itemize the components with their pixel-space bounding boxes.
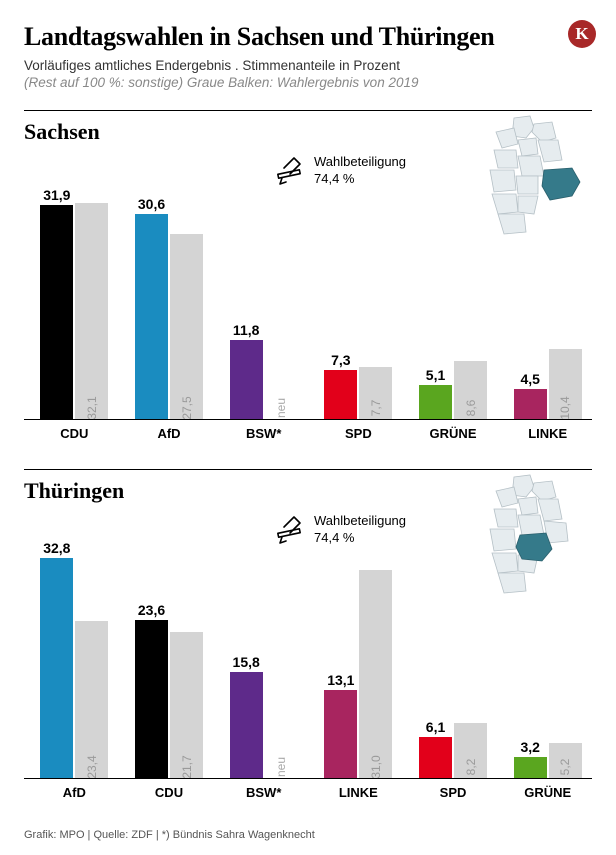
bar-previous: 32,1	[75, 203, 108, 419]
bar-previous: 5,2	[549, 743, 582, 778]
bar-group: 32,8 23,4	[30, 544, 119, 778]
bar-value-label: 6,1	[426, 719, 445, 735]
page-title: Landtagswahlen in Sachsen und Thüringen	[24, 22, 592, 52]
bar-current: 6,1	[419, 737, 452, 778]
bar-value-label: 11,8	[233, 322, 259, 338]
bar-previous: 8,2	[454, 723, 487, 778]
turnout-label: Wahlbeteiligung	[314, 154, 406, 171]
bar-current: 5,1	[419, 385, 452, 419]
party-label: LINKE	[503, 426, 592, 441]
bar-prev-label: neu	[274, 398, 288, 418]
page-subtitle-note: (Rest auf 100 %: sonstige) Graue Balken:…	[24, 75, 592, 90]
party-label: BSW*	[219, 426, 308, 441]
bar-value-label: 7,3	[331, 352, 350, 368]
bar-group: 31,9 32,1	[30, 185, 119, 419]
bar-previous: 7,7	[359, 367, 392, 419]
bar-current: 31,9	[40, 205, 73, 419]
bar-current: 3,2	[514, 757, 547, 778]
bar-previous: 23,4	[75, 621, 108, 778]
party-label: CDU	[30, 426, 119, 441]
party-label: SPD	[314, 426, 403, 441]
bar-group: 6,1 8,2	[409, 544, 498, 778]
ballot-icon	[274, 154, 308, 188]
bar-previous: 31,0	[359, 570, 392, 778]
bar-prev-label: 27,5	[180, 396, 194, 419]
bar-group: 7,3 7,7	[314, 185, 403, 419]
turnout-label: Wahlbeteiligung	[314, 513, 406, 530]
bar-previous: neu	[265, 417, 298, 419]
bar-group: 30,6 27,5	[125, 185, 214, 419]
bar-value-label: 4,5	[520, 371, 539, 387]
ballot-icon	[274, 513, 308, 547]
bar-value-label: 3,2	[520, 739, 539, 755]
bar-value-label: 31,9	[43, 187, 70, 203]
bar-previous: 8,6	[454, 361, 487, 419]
bar-prev-label: 5,2	[558, 759, 572, 776]
bar-value-label: 30,6	[138, 196, 165, 212]
party-label: GRÜNE	[409, 426, 498, 441]
bar-group: 13,1 31,0	[314, 544, 403, 778]
bar-prev-label: 23,4	[85, 755, 99, 778]
bar-value-label: 32,8	[43, 540, 70, 556]
party-label: LINKE	[314, 785, 403, 800]
bar-value-label: 15,8	[233, 654, 260, 670]
bars-thueringen: 32,823,423,621,715,8neu13,131,06,18,23,2…	[24, 544, 592, 779]
bar-group: 11,8neu	[219, 185, 308, 419]
bar-current: 30,6	[135, 214, 168, 419]
bar-current: 15,8	[230, 672, 263, 778]
party-label: CDU	[125, 785, 214, 800]
bar-prev-label: 21,7	[180, 755, 194, 778]
turnout-thueringen: Wahlbeteiligung 74,4 %	[274, 513, 406, 547]
bar-value-label: 23,6	[138, 602, 165, 618]
party-label: GRÜNE	[503, 785, 592, 800]
bar-group: 15,8neu	[219, 544, 308, 778]
labels-sachsen: CDU AfD BSW* SPD GRÜNE LINKE	[24, 426, 592, 441]
party-label: SPD	[409, 785, 498, 800]
bar-prev-label: 31,0	[369, 755, 383, 778]
bar-prev-label: 8,6	[464, 400, 478, 417]
bar-previous: 27,5	[170, 234, 203, 419]
bar-prev-label: 10,4	[558, 396, 572, 419]
bar-group: 3,2 5,2	[503, 544, 592, 778]
page-subtitle: Vorläufiges amtliches Endergebnis . Stim…	[24, 58, 592, 73]
bar-prev-label: 8,2	[464, 759, 478, 776]
brand-logo: K	[568, 20, 596, 48]
bar-previous: neu	[265, 776, 298, 778]
bar-prev-label: 32,1	[85, 396, 99, 419]
labels-thueringen: AfD CDU BSW* LINKE SPD GRÜNE	[24, 785, 592, 800]
bar-current: 7,3	[324, 370, 357, 419]
bar-group: 4,5 10,4	[503, 185, 592, 419]
bar-current: 4,5	[514, 389, 547, 419]
party-label: AfD	[125, 426, 214, 441]
bar-prev-label: 7,7	[369, 400, 383, 417]
party-label: BSW*	[219, 785, 308, 800]
bar-current: 13,1	[324, 690, 357, 778]
bar-prev-label: neu	[274, 757, 288, 777]
bar-current: 23,6	[135, 620, 168, 778]
bar-previous: 21,7	[170, 632, 203, 778]
footer-credit: Grafik: MPO | Quelle: ZDF | *) Bündnis S…	[24, 829, 315, 841]
bar-value-label: 13,1	[327, 672, 354, 688]
bar-current: 32,8	[40, 558, 73, 778]
turnout-sachsen: Wahlbeteiligung 74,4 %	[274, 154, 406, 188]
bar-previous: 10,4	[549, 349, 582, 419]
chart-sachsen: Sachsen Wahlbeteiligung	[24, 110, 592, 441]
party-label: AfD	[30, 785, 119, 800]
chart-thueringen: Thüringen Wahlbeteiligung	[24, 469, 592, 800]
bars-sachsen: 31,932,130,627,511,8neu7,37,75,18,64,510…	[24, 185, 592, 420]
bar-value-label: 5,1	[426, 367, 445, 383]
bar-group: 5,1 8,6	[409, 185, 498, 419]
bar-current: 11,8	[230, 340, 263, 419]
bar-group: 23,6 21,7	[125, 544, 214, 778]
